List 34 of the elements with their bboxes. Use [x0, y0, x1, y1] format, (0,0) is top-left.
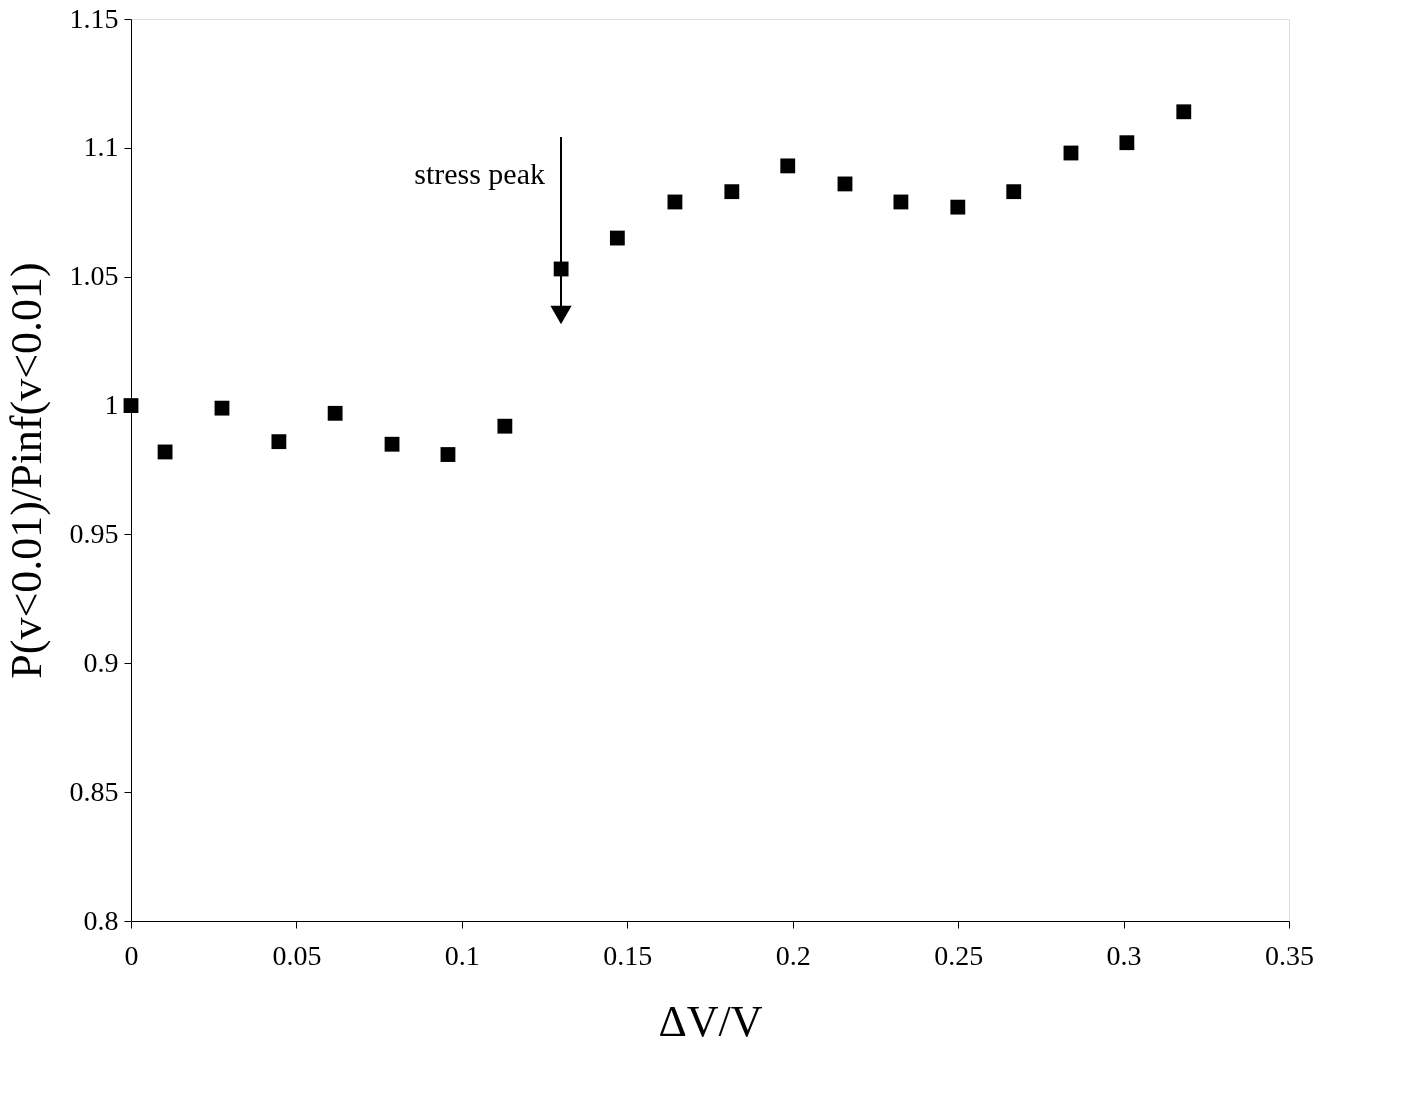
point [384, 436, 400, 452]
x-tick-label: 0.25 [934, 939, 984, 971]
point [1119, 135, 1135, 151]
x-tick-label: 0.15 [603, 939, 653, 971]
x-tick-label: 0.35 [1265, 939, 1314, 971]
point [497, 418, 513, 434]
x-tick-label: 0.2 [775, 939, 811, 971]
y-tick-label: 0.8 [83, 904, 119, 936]
point [780, 158, 796, 174]
annotation: stress peak [414, 157, 545, 190]
point [1006, 184, 1022, 200]
x-tick-label: 0.3 [1106, 939, 1142, 971]
y-tick-label: 1.15 [69, 2, 119, 34]
point [440, 447, 456, 462]
y-tick-label: 1.1 [83, 131, 119, 163]
point [893, 194, 909, 210]
point [724, 184, 740, 200]
x-tick-label: 0.05 [272, 939, 322, 971]
y-tick-label: 1 [104, 389, 119, 421]
point [327, 405, 343, 421]
y-tick-label: 0.95 [69, 517, 119, 549]
point [1176, 104, 1192, 120]
y-tick-label: 1.05 [69, 260, 119, 292]
y-axis-title: P(v<0.01)/Pinf(v<0.01) [1, 262, 51, 679]
x-tick-label: 0.1 [444, 939, 480, 971]
point [214, 400, 230, 416]
y-tick-label: 0.85 [69, 775, 119, 807]
point [271, 434, 287, 450]
point [609, 230, 625, 246]
x-tick-label: 0 [124, 939, 139, 971]
x-axis-title: ΔV/V [658, 996, 763, 1046]
point [950, 199, 966, 215]
point [123, 398, 139, 413]
y-tick-label: 0.9 [83, 646, 119, 678]
